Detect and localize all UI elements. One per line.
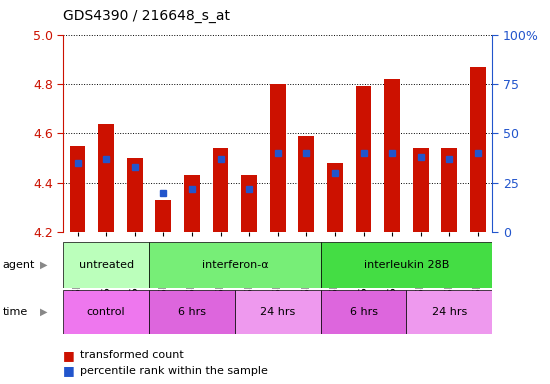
Bar — [63, 290, 149, 334]
Text: time: time — [3, 307, 28, 317]
Bar — [149, 242, 321, 288]
Text: transformed count: transformed count — [80, 350, 184, 360]
Text: interferon-α: interferon-α — [201, 260, 268, 270]
Bar — [299, 136, 314, 232]
Bar — [270, 84, 285, 232]
Text: ▶: ▶ — [40, 307, 48, 317]
Bar — [149, 290, 235, 334]
Bar — [241, 175, 257, 232]
Text: GDS4390 / 216648_s_at: GDS4390 / 216648_s_at — [63, 9, 230, 23]
Bar — [63, 242, 149, 288]
Text: 6 hrs: 6 hrs — [350, 307, 377, 317]
Bar — [406, 290, 492, 334]
Bar — [470, 67, 486, 232]
Text: interleukin 28B: interleukin 28B — [364, 260, 449, 270]
Text: ■: ■ — [63, 364, 75, 377]
Text: ■: ■ — [63, 349, 75, 362]
Text: 6 hrs: 6 hrs — [178, 307, 206, 317]
Bar — [213, 148, 228, 232]
Text: percentile rank within the sample: percentile rank within the sample — [80, 366, 268, 376]
Text: untreated: untreated — [79, 260, 134, 270]
Text: control: control — [87, 307, 125, 317]
Bar — [442, 148, 457, 232]
Text: ▶: ▶ — [40, 260, 48, 270]
Text: 24 hrs: 24 hrs — [432, 307, 467, 317]
Bar — [327, 163, 343, 232]
Text: 24 hrs: 24 hrs — [260, 307, 295, 317]
Bar — [235, 290, 321, 334]
Bar — [321, 290, 406, 334]
Bar — [184, 175, 200, 232]
Bar — [384, 79, 400, 232]
Bar — [321, 242, 492, 288]
Text: agent: agent — [3, 260, 35, 270]
Bar — [413, 148, 428, 232]
Bar — [127, 158, 142, 232]
Bar — [156, 200, 171, 232]
Bar — [356, 86, 371, 232]
Bar — [98, 124, 114, 232]
Bar — [70, 146, 85, 232]
